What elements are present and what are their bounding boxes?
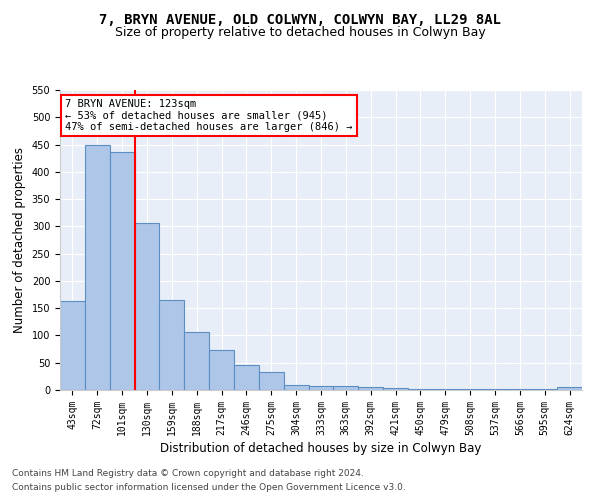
Bar	[85, 144, 110, 390]
Bar	[557, 388, 582, 390]
Bar	[334, 386, 358, 390]
Bar	[60, 301, 85, 390]
Bar	[308, 386, 334, 390]
Bar	[234, 366, 259, 390]
Text: Size of property relative to detached houses in Colwyn Bay: Size of property relative to detached ho…	[115, 26, 485, 39]
Y-axis label: Number of detached properties: Number of detached properties	[13, 147, 26, 333]
Bar	[209, 350, 234, 390]
Text: 7, BRYN AVENUE, OLD COLWYN, COLWYN BAY, LL29 8AL: 7, BRYN AVENUE, OLD COLWYN, COLWYN BAY, …	[99, 12, 501, 26]
Bar	[184, 332, 209, 390]
Bar	[358, 388, 383, 390]
Bar	[110, 152, 134, 390]
Text: Contains HM Land Registry data © Crown copyright and database right 2024.: Contains HM Land Registry data © Crown c…	[12, 468, 364, 477]
Bar	[284, 384, 308, 390]
Bar	[134, 222, 160, 390]
Bar	[383, 388, 408, 390]
Text: 7 BRYN AVENUE: 123sqm
← 53% of detached houses are smaller (945)
47% of semi-det: 7 BRYN AVENUE: 123sqm ← 53% of detached …	[65, 99, 353, 132]
Bar	[408, 389, 433, 390]
Text: Contains public sector information licensed under the Open Government Licence v3: Contains public sector information licen…	[12, 484, 406, 492]
X-axis label: Distribution of detached houses by size in Colwyn Bay: Distribution of detached houses by size …	[160, 442, 482, 455]
Bar	[160, 300, 184, 390]
Bar	[482, 389, 508, 390]
Bar	[433, 389, 458, 390]
Bar	[458, 389, 482, 390]
Bar	[259, 372, 284, 390]
